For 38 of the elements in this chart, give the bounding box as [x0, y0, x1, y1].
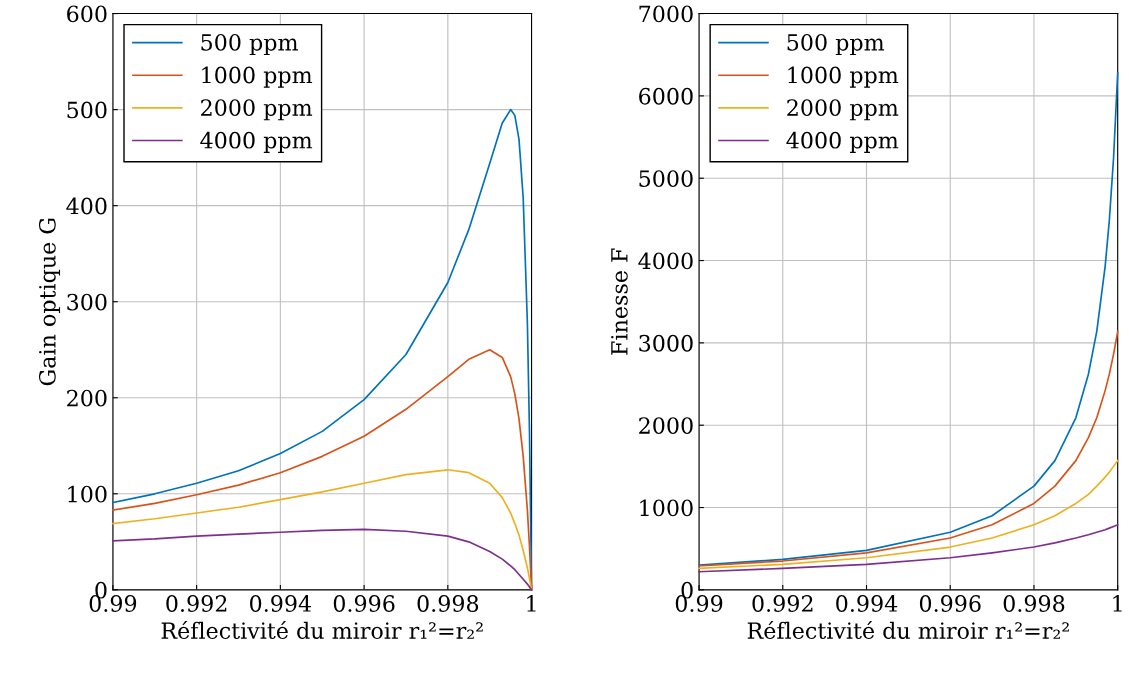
- y-tick-label: 5000: [639, 170, 693, 187]
- y-tick-label: 3000: [639, 334, 693, 352]
- x-tick-label: 1: [527, 595, 536, 612]
- legend-label: 1000 ppm: [788, 66, 899, 88]
- y-tick-label: 2000: [639, 417, 693, 434]
- x-axis-title: Réflectivité du miroir r₁²=r₂²: [161, 620, 483, 639]
- y-tick-label: 500: [67, 101, 107, 119]
- x-tick-label: 0.992: [166, 595, 227, 612]
- y-tick-label: 400: [66, 197, 107, 215]
- line-series: [698, 330, 1119, 567]
- x-tick-label: 0.998: [1003, 595, 1065, 612]
- y-tick-label: 600: [67, 5, 107, 23]
- y-tick-label: 300: [67, 293, 107, 311]
- legend-label: 4000 ppm: [786, 131, 899, 153]
- x-tick-label: 0.994: [250, 595, 312, 612]
- x-tick-label: 0.992: [752, 595, 813, 612]
- legend-label: 2000 ppm: [201, 99, 313, 121]
- x-tick-label: 0.996: [919, 595, 981, 612]
- legend-label: 500 ppm: [201, 33, 298, 56]
- y-axis-title: Finesse F: [611, 248, 628, 355]
- y-tick-label: 1000: [640, 499, 693, 517]
- y-tick-label: 4000: [638, 252, 693, 270]
- x-tick-label: 1: [1113, 595, 1122, 612]
- x-axis-title: Réflectivité du miroir r₁²=r₂²: [747, 620, 1069, 639]
- y-tick-label: 100: [68, 485, 107, 503]
- y-tick-label: 7000: [639, 5, 693, 23]
- y-axis-title: Gain optique G: [38, 218, 61, 386]
- x-tick-label: 0.998: [417, 595, 479, 612]
- y-tick-label: 200: [67, 389, 107, 407]
- y-tick-label: 6000: [639, 87, 693, 105]
- line-series: [698, 459, 1119, 570]
- x-tick-label: 0.996: [333, 595, 395, 612]
- line-series: [698, 523, 1119, 573]
- legend-label: 4000 ppm: [200, 131, 313, 153]
- legend-label: 500 ppm: [787, 33, 885, 56]
- x-tick-label: 0.994: [836, 595, 898, 612]
- legend-label: 1000 ppm: [202, 66, 313, 88]
- legend-label: 2000 ppm: [787, 99, 899, 121]
